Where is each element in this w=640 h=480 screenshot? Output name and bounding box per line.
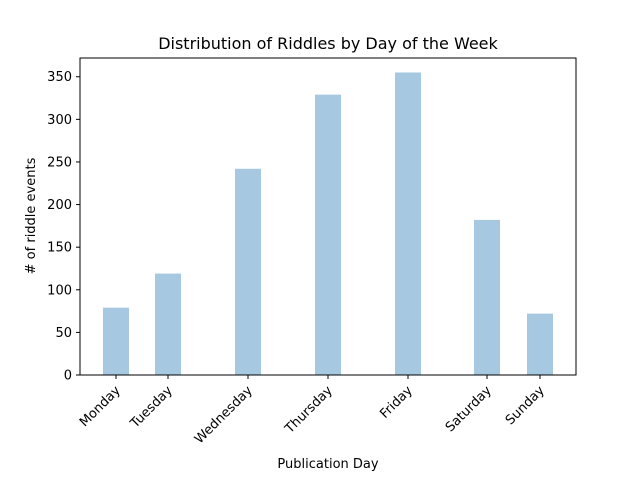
x-tick-label-thursday: Thursday <box>282 383 336 437</box>
x-tick-label-sunday: Sunday <box>503 383 548 428</box>
bar-saturday <box>474 219 500 375</box>
y-tick-label-300: 300 <box>47 113 72 128</box>
x-tick-label-tuesday: Tuesday <box>127 383 176 432</box>
bar-sunday <box>527 313 553 375</box>
x-tick-label-friday: Friday <box>377 383 416 422</box>
bars-group <box>103 72 553 376</box>
y-tick-label-250: 250 <box>47 155 72 170</box>
y-axis-label: # of riddle events <box>24 157 39 274</box>
x-axis-ticks: Monday Tuesday Wednesday Thursday Friday Satu… <box>77 375 548 447</box>
chart-title: Distribution of Riddles by Day of the We… <box>158 34 498 53</box>
x-tick-label-wednesday: Wednesday <box>192 383 256 447</box>
y-tick-label-50: 50 <box>55 326 72 341</box>
y-tick-label-150: 150 <box>47 241 72 256</box>
y-axis-ticks: 0 50 100 150 200 250 300 350 <box>47 70 80 384</box>
bar-thursday <box>315 94 341 376</box>
y-tick-label-200: 200 <box>47 198 72 213</box>
y-tick-label-0: 0 <box>64 369 72 384</box>
bar-wednesday <box>235 168 261 375</box>
bar-monday <box>103 307 129 375</box>
bar-tuesday <box>155 273 181 375</box>
bar-friday <box>395 72 421 375</box>
y-tick-label-350: 350 <box>47 70 72 85</box>
x-tick-label-monday: Monday <box>77 383 124 430</box>
x-tick-label-saturday: Saturday <box>443 383 495 435</box>
y-tick-label-100: 100 <box>47 283 72 298</box>
x-axis-label: Publication Day <box>277 457 378 472</box>
